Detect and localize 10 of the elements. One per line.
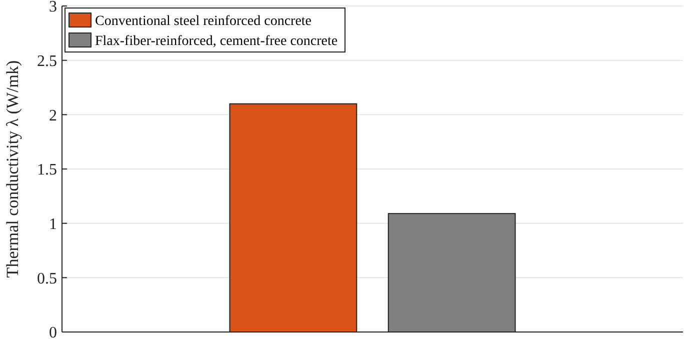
legend-label: Conventional steel reinforced concrete <box>95 14 312 29</box>
legend-label: Flax-fiber-reinforced, cement-free concrete <box>95 34 338 49</box>
y-axis-title: Thermal conductivity λ (W/mk) <box>3 60 22 278</box>
y-tick-label: 2 <box>49 107 57 124</box>
y-tick-label: 1 <box>49 216 57 233</box>
y-tick-label: 0 <box>49 324 57 339</box>
y-tick-label: 3 <box>49 0 57 16</box>
y-tick-label: 2.5 <box>37 52 57 70</box>
y-tick-label: 0.5 <box>37 270 57 288</box>
y-tick-label: 1.5 <box>37 162 57 179</box>
